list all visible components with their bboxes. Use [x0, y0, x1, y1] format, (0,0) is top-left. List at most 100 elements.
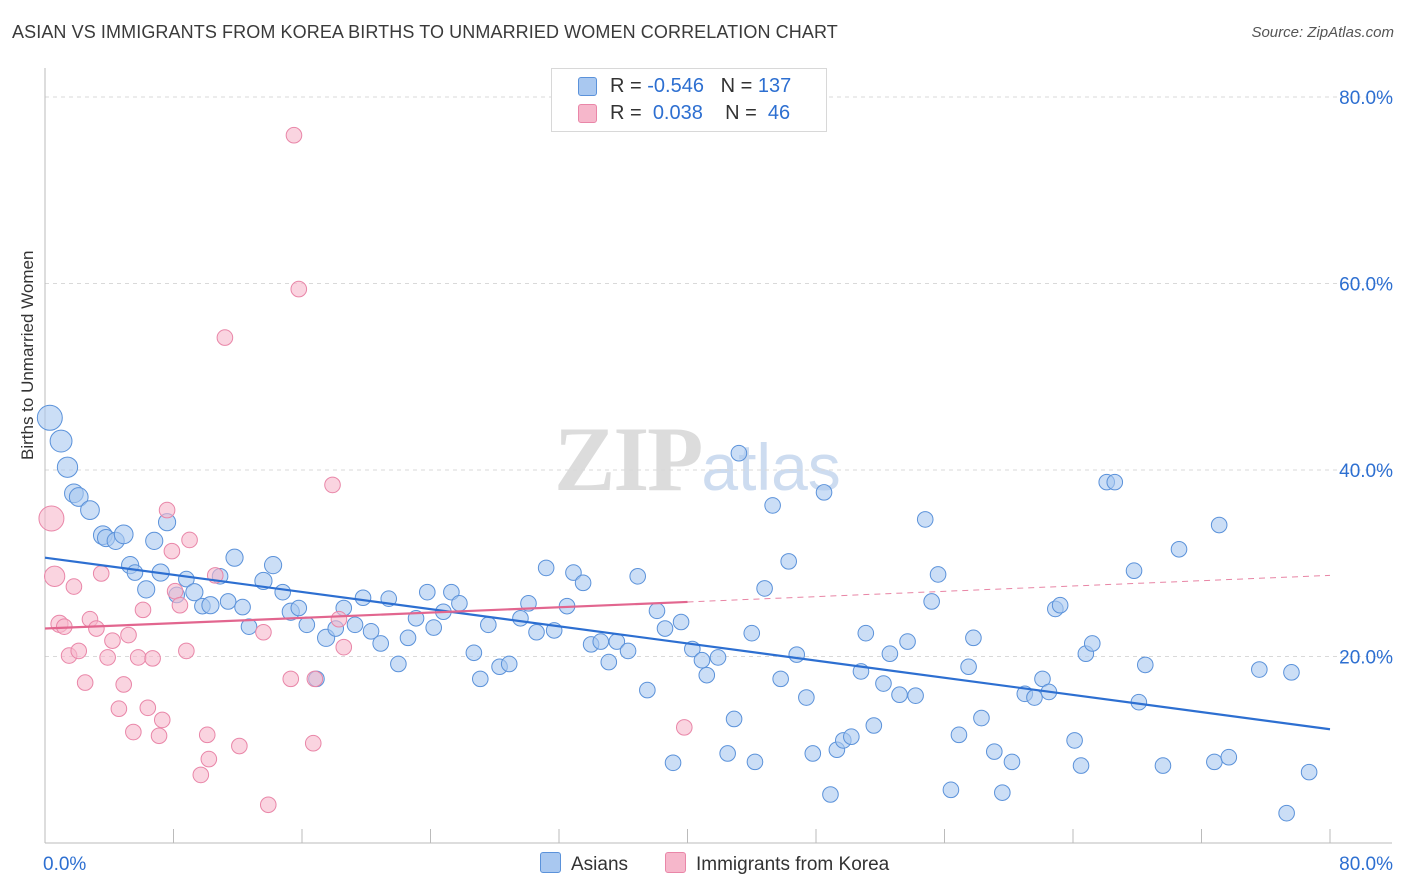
asians-point: [648, 602, 666, 620]
asians-point: [672, 613, 690, 631]
asians-point: [1136, 656, 1154, 674]
bottom-legend-korea: Immigrants from Korea: [665, 852, 889, 876]
asians-point: [629, 568, 647, 585]
asians-point: [1154, 757, 1172, 774]
asians-point: [923, 593, 940, 610]
asians-point: [709, 649, 727, 666]
asians-point: [756, 580, 773, 597]
korea-point: [166, 582, 184, 600]
korea-swatch: [578, 104, 597, 123]
asians-point: [372, 635, 390, 652]
asians-point: [985, 743, 1003, 760]
asians-point: [520, 595, 537, 612]
korea-point: [158, 501, 176, 519]
asians-point: [973, 709, 990, 727]
x-tick-label-min: 0.0%: [43, 854, 86, 875]
asians-point: [274, 583, 292, 601]
asians-point: [891, 686, 908, 704]
asians-point: [390, 655, 407, 673]
asians-point: [425, 619, 443, 636]
r-label: R =: [610, 75, 642, 97]
asians-point: [528, 623, 545, 641]
asians-point: [916, 511, 934, 528]
y-tick-label: 20.0%: [1339, 648, 1393, 669]
asians-point: [1206, 753, 1223, 771]
asians-point: [240, 618, 258, 635]
bottom-korea-swatch: [665, 852, 686, 873]
korea-point: [150, 727, 168, 745]
asians-point: [772, 670, 789, 688]
asians-point: [418, 583, 436, 601]
asians-point: [49, 429, 73, 453]
chart-title: ASIAN VS IMMIGRANTS FROM KOREA BIRTHS TO…: [12, 22, 838, 42]
legend-korea-text: R = 0.038 N = 46: [610, 100, 790, 126]
korea-point: [335, 638, 353, 656]
korea-point: [282, 670, 300, 688]
asians-n-value: 137: [757, 75, 792, 97]
bottom-legend-asians: Asians: [540, 852, 628, 876]
y-tick-label: 40.0%: [1339, 461, 1393, 482]
asians-point: [1026, 689, 1043, 706]
bottom-asians-swatch: [540, 852, 561, 873]
asians-point: [592, 633, 610, 650]
asians-point: [725, 710, 743, 728]
asians-point: [145, 531, 164, 550]
asians-point: [36, 404, 63, 431]
asians-point: [804, 745, 822, 762]
asians-point: [1003, 753, 1021, 771]
asians-point: [764, 497, 781, 514]
korea-point: [153, 711, 171, 729]
asians-point: [843, 728, 860, 745]
n-label: N =: [725, 102, 757, 124]
korea-point: [231, 737, 248, 755]
asians-point: [451, 595, 468, 612]
asians-point: [465, 644, 483, 662]
korea-point: [88, 620, 105, 637]
korea-point: [330, 610, 348, 628]
korea-trend-extension: [687, 574, 1331, 603]
asians-point: [512, 609, 529, 627]
asians-point: [56, 456, 79, 478]
asians-point: [565, 564, 582, 581]
legend-asians-text: R = -0.546 N = 137: [610, 73, 791, 99]
source-label: Source: ZipAtlas.com: [1251, 24, 1394, 41]
korea-point: [255, 623, 272, 641]
korea-point: [144, 650, 161, 667]
korea-r-value: 0.038: [652, 102, 703, 124]
asians-point: [354, 589, 372, 607]
asians-point: [1083, 635, 1101, 652]
korea-point: [70, 642, 88, 660]
korea-point: [171, 596, 189, 614]
korea-point: [76, 674, 94, 691]
asians-point: [798, 689, 815, 706]
korea-point: [115, 676, 133, 693]
n-label: N =: [720, 75, 753, 97]
asians-point: [185, 583, 204, 602]
watermark-zip: ZIP: [554, 408, 703, 510]
asians-point: [600, 653, 618, 671]
korea-point: [259, 796, 277, 814]
asians-point: [574, 574, 592, 592]
korea-point: [129, 649, 147, 666]
korea-point: [178, 642, 195, 660]
asians-point: [234, 598, 251, 616]
asians-point: [1170, 540, 1188, 558]
r-label: R =: [610, 102, 642, 124]
asians-point: [994, 784, 1011, 801]
asians-point: [471, 670, 489, 688]
korea-point: [139, 699, 157, 717]
asians-point: [1210, 516, 1228, 534]
korea-trend-line: [44, 600, 688, 630]
asians-point: [743, 624, 761, 642]
korea-point: [163, 542, 181, 560]
asians-point: [298, 616, 316, 634]
asians-point: [746, 753, 764, 771]
korea-point: [200, 750, 218, 768]
asians-point: [1034, 670, 1051, 688]
bottom-asians-label: Asians: [571, 854, 629, 875]
asians-point: [68, 487, 89, 507]
asians-point: [1072, 757, 1090, 774]
korea-point: [120, 626, 137, 644]
asians-point: [899, 633, 916, 650]
